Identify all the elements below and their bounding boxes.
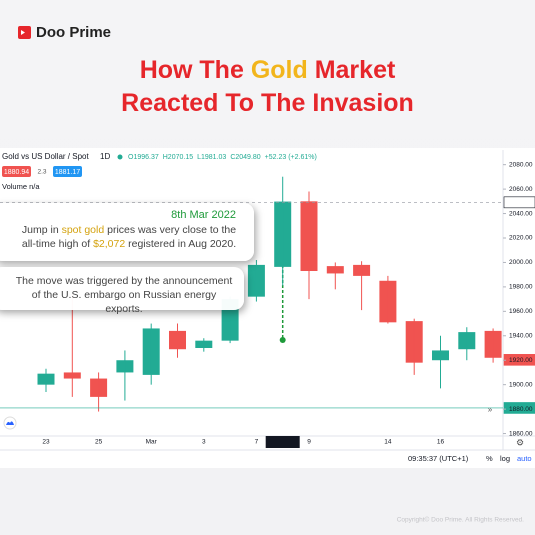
price-tag (503, 196, 535, 209)
annotation: The move was triggered by the announceme… (0, 267, 244, 315)
volume: Volume n/a (2, 182, 40, 191)
ohlc-legend: L1981.03 (197, 154, 226, 161)
ohlc-legend: C2049.80 (230, 154, 260, 161)
interval: 1D (100, 152, 110, 161)
annotation-text: The move was triggered by the announceme… (15, 275, 233, 315)
title-highlight: Gold (250, 56, 308, 84)
y-tick-label: 2000.00 (509, 259, 533, 266)
bid: 1880.94 (4, 169, 29, 176)
annotation: 8th Mar 2022 Jump in spot gold prices wa… (0, 203, 254, 261)
x-tick-label: Mar (146, 439, 158, 446)
y-tick-label: 1980.00 (509, 284, 533, 291)
clock: 09:35:37 (UTC+1) (408, 454, 469, 463)
ohlc-legend: O1996.37 (128, 154, 159, 161)
spread: 2.3 (37, 169, 46, 176)
footer: Copyright© Doo Prime. All Rights Reserve… (397, 516, 524, 524)
y-tick-label: 1960.00 (509, 308, 533, 315)
text: registered in Aug 2020. (128, 238, 237, 250)
annotation-title: 8th Mar 2022 (171, 209, 236, 221)
highlight: $2,072 (93, 238, 126, 250)
status-dot (117, 154, 123, 160)
y-tick-label: 1880.00 (509, 406, 533, 413)
ask-box (53, 166, 82, 177)
crosshair-tag (265, 436, 300, 448)
y-tick-label: 2020.00 (509, 235, 533, 242)
x-tick-label: 16 (437, 439, 445, 446)
y-tick-label: 2080.00 (509, 161, 533, 168)
y-tick-label: 1900.00 (509, 381, 533, 388)
x-tick-label: 3 (202, 439, 206, 446)
price-tag (503, 402, 535, 414)
y-tick-label: 1940.00 (509, 332, 533, 339)
x-tick-label: 25 (95, 439, 103, 446)
log-toggle[interactable]: log (500, 454, 510, 463)
ohlc-legend: +52.23 (+2.61%) (265, 154, 317, 161)
x-tick-label: 9 (307, 439, 311, 446)
highlight: spot gold (61, 224, 105, 236)
logo-mark (21, 30, 25, 35)
title-text: Market (314, 56, 396, 84)
brand: Doo Prime (36, 24, 111, 41)
ohlc-legend: H2070.15 (163, 154, 193, 161)
y-tick-label: 2060.00 (509, 186, 533, 193)
symbol: Gold vs US Dollar / Spot (2, 152, 89, 161)
y-tick-label: 1920.00 (509, 357, 533, 364)
text: prices was very close to the all-time hi… (21, 224, 237, 250)
scroll-icon[interactable]: » (488, 405, 493, 414)
title-line-1: How The Gold Market (0, 56, 535, 85)
title-text: How The (139, 56, 244, 84)
percent-toggle[interactable]: % (486, 454, 493, 463)
annotation-dot (279, 337, 286, 343)
title-line-2: Reacted To The Invasion (121, 89, 414, 117)
x-tick-label: 7 (255, 439, 259, 446)
text: Jump in (21, 224, 59, 236)
ask: 1881.17 (55, 169, 80, 176)
tool-glyph (6, 421, 14, 425)
y-tick-label: 2040.00 (509, 210, 533, 217)
settings-icon[interactable]: ⚙ (516, 437, 524, 447)
annotation-text: Jump in spot gold prices was very close … (0, 222, 254, 251)
x-tick-label: 23 (42, 439, 50, 446)
bid-box (2, 166, 31, 177)
auto-toggle[interactable]: auto (517, 454, 532, 463)
x-tick-label: 14 (384, 439, 392, 446)
y-tick-label: 1860.00 (509, 430, 533, 437)
